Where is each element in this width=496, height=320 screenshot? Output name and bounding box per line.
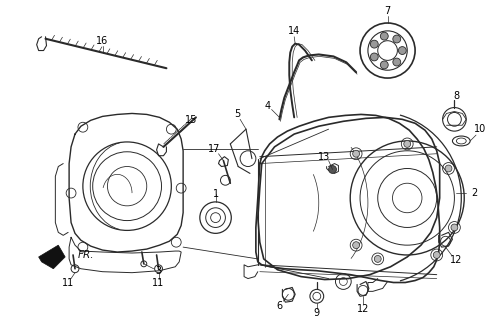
Polygon shape	[39, 245, 65, 269]
Text: 16: 16	[96, 36, 109, 46]
Text: 5: 5	[234, 109, 241, 119]
Text: 13: 13	[317, 152, 330, 162]
Circle shape	[371, 40, 378, 48]
Circle shape	[353, 150, 360, 157]
Circle shape	[451, 224, 458, 231]
Circle shape	[374, 255, 381, 262]
Text: 3: 3	[155, 266, 162, 276]
Text: 8: 8	[453, 91, 459, 101]
Text: 14: 14	[288, 26, 300, 36]
Circle shape	[353, 242, 360, 249]
Text: 4: 4	[264, 100, 271, 111]
Circle shape	[380, 61, 388, 69]
Text: 17: 17	[208, 144, 221, 154]
Text: 2: 2	[471, 188, 477, 198]
Circle shape	[434, 252, 440, 259]
Text: 15: 15	[185, 115, 197, 125]
Text: 6: 6	[276, 301, 283, 311]
Text: 1: 1	[212, 189, 219, 199]
Circle shape	[328, 165, 336, 173]
Circle shape	[393, 35, 401, 43]
Circle shape	[445, 165, 452, 172]
Text: 12: 12	[357, 304, 369, 314]
Circle shape	[398, 47, 406, 54]
Text: 12: 12	[450, 255, 463, 265]
Text: 11: 11	[62, 278, 74, 289]
Text: 11: 11	[152, 278, 165, 289]
Text: FR.: FR.	[78, 250, 94, 260]
Circle shape	[371, 53, 378, 61]
Text: 7: 7	[384, 6, 391, 16]
Circle shape	[393, 58, 401, 66]
Circle shape	[404, 140, 411, 147]
Text: 9: 9	[314, 308, 320, 318]
Text: 10: 10	[474, 124, 486, 134]
Circle shape	[380, 32, 388, 40]
